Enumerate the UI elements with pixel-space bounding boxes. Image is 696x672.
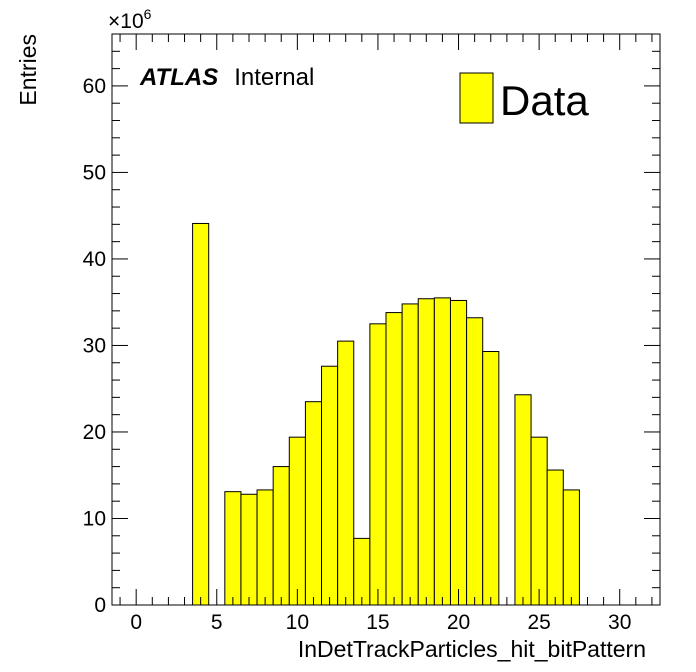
- x-axis-title: InDetTrackParticles_hit_bitPattern: [298, 636, 646, 662]
- histogram-bar-15: [369, 323, 387, 606]
- histogram-bar-24: [514, 394, 532, 606]
- status-label: Internal: [234, 64, 314, 91]
- x-tick-label: 10: [286, 611, 309, 634]
- legend-label-data: Data: [500, 77, 589, 124]
- histogram-bar-11: [304, 401, 323, 606]
- histogram-bar-27: [562, 489, 580, 606]
- histogram-bar-17: [401, 303, 419, 606]
- y-multiplier-label: ×106: [108, 6, 152, 33]
- histogram-bar-20: [449, 299, 468, 606]
- x-tick-label: 25: [527, 611, 550, 634]
- histogram-bar-6: [224, 491, 242, 606]
- y-tick-label: 10: [83, 507, 106, 530]
- x-tick-label: 5: [211, 611, 223, 634]
- x-tick-label: 30: [608, 611, 631, 634]
- x-tick-label: 20: [447, 611, 470, 634]
- histogram-bar-18: [417, 298, 435, 606]
- x-tick-label: 15: [366, 611, 389, 634]
- histogram-bar-7: [240, 493, 258, 606]
- histogram-bar-4: [192, 222, 210, 606]
- y-tick-label: 50: [83, 161, 106, 184]
- histogram-bar-22: [482, 351, 500, 606]
- plot-frame: [111, 33, 661, 606]
- histogram-bar-13: [337, 340, 355, 606]
- legend: Data: [459, 72, 589, 124]
- experiment-name: ATLAS: [139, 64, 218, 91]
- y-tick-label: 30: [83, 334, 106, 357]
- histogram-bar-26: [546, 469, 564, 606]
- y-axis-title: Entries: [15, 34, 41, 106]
- histogram-bar-9: [272, 466, 290, 606]
- y-tick-label: 40: [83, 248, 106, 271]
- histogram-bar-12: [321, 365, 339, 606]
- x-tick-label: 0: [130, 611, 142, 634]
- legend-swatch-data: [459, 72, 494, 124]
- histogram-bar-10: [288, 436, 306, 606]
- y-multiplier-base: ×10: [108, 10, 144, 33]
- tick-labels: 0 5 10 15 20 25 30 0 10 20 30 40 50 60: [83, 75, 632, 634]
- y-tick-label: 0: [94, 594, 106, 617]
- y-multiplier-exponent: 6: [144, 6, 152, 22]
- y-tick-label: 60: [83, 75, 106, 98]
- histogram-bar-14: [353, 537, 371, 606]
- histogram-bar-21: [466, 317, 484, 606]
- y-tick-label: 20: [83, 421, 106, 444]
- histogram-bar-25: [530, 436, 548, 606]
- histogram-bar-19: [433, 297, 451, 606]
- histogram-bar-16: [385, 312, 403, 606]
- atlas-label: ATLAS Internal: [139, 64, 314, 91]
- histogram-bar-8: [256, 489, 274, 606]
